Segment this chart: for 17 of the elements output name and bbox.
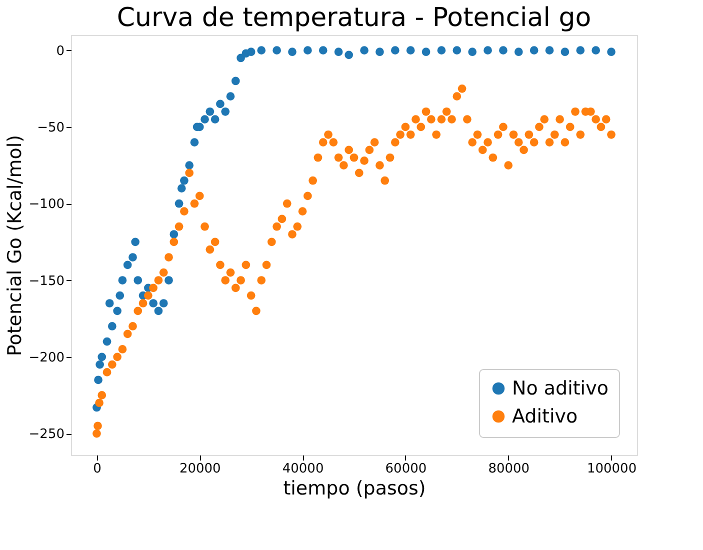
y-tick-label: 0 (56, 44, 64, 59)
legend-label: Aditivo (512, 406, 578, 428)
y-axis-title: Potencial Go (Kcal/mol) (4, 134, 26, 356)
x-tick-label: 100000 (586, 462, 637, 476)
y-tick-label: −50 (37, 120, 64, 136)
legend-label: No aditivo (512, 378, 608, 400)
y-tick-label: −250 (28, 427, 64, 442)
x-axis-title: tiempo (pasos) (283, 478, 426, 500)
chart-title: Curva de temperatura - Potencial go (116, 3, 592, 33)
x-tick-label: 80000 (488, 462, 530, 476)
x-tick-label: 40000 (282, 462, 324, 476)
x-tick-label: 60000 (385, 462, 427, 476)
x-tick-label: 0 (93, 462, 102, 476)
y-tick-label: −100 (28, 197, 64, 212)
y-tick-label: −150 (28, 274, 64, 289)
x-tick-label: 20000 (179, 462, 221, 476)
y-tick-label: −200 (28, 350, 64, 366)
